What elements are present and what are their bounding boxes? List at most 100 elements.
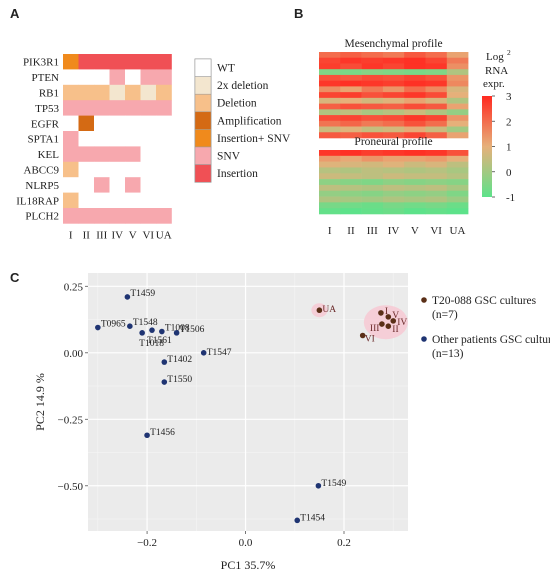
legend-swatch — [194, 58, 212, 77]
mutation-cell — [78, 54, 95, 70]
expression-cell — [340, 202, 362, 209]
expression-cell — [319, 196, 341, 203]
expression-cell — [382, 190, 405, 197]
mutation-cell — [125, 54, 141, 70]
data-point-label: T1547 — [207, 348, 232, 358]
expression-cell — [446, 69, 469, 76]
expression-cell — [425, 97, 448, 104]
expression-cell — [340, 190, 362, 197]
sample-label: UA — [156, 229, 172, 241]
sample-label: VI — [142, 229, 154, 241]
mutation-cell — [125, 131, 141, 147]
expression-cell — [319, 92, 341, 99]
expression-cell — [319, 150, 341, 157]
expression-cell — [425, 86, 448, 93]
colorbar-title: Log — [486, 51, 504, 63]
expression-cell — [319, 184, 341, 192]
sample-label: V — [411, 225, 419, 237]
data-point-label: II — [392, 325, 398, 335]
data-point — [127, 323, 133, 329]
expression-cell — [446, 115, 469, 122]
legend-label: SNV — [217, 151, 241, 163]
data-point-label: T1549 — [321, 479, 346, 489]
legend-swatch — [194, 129, 212, 148]
y-tick-label: 0.25 — [64, 281, 84, 293]
expression-cell — [382, 115, 405, 122]
legend-label: 2x deletion — [217, 80, 269, 92]
mutation-cell — [63, 100, 79, 116]
gene-label: PLCH2 — [25, 211, 59, 223]
expression-cell — [382, 69, 405, 76]
mutation-cell — [140, 192, 157, 209]
expression-cell — [425, 179, 448, 186]
mutation-cell — [140, 131, 157, 147]
sample-label: III — [367, 225, 378, 237]
mutation-cell — [109, 131, 126, 147]
expression-cell — [446, 184, 469, 192]
expression-cell — [446, 202, 469, 209]
expression-cell — [382, 120, 405, 127]
expression-cell — [425, 155, 448, 162]
expression-cell — [425, 167, 448, 174]
expression-cell — [404, 196, 426, 203]
panel-label-c: C — [10, 270, 20, 285]
data-point — [159, 328, 165, 335]
expression-cell — [404, 120, 426, 127]
colorbar-tick-label: 2 — [506, 116, 512, 128]
data-point — [200, 349, 207, 356]
mutation-cell — [94, 208, 110, 224]
mutation-cell — [156, 131, 172, 147]
mutation-cell — [140, 84, 157, 101]
expression-cell — [361, 52, 384, 59]
mutation-cell — [125, 161, 141, 178]
data-point-label: T1561 — [147, 336, 172, 346]
legend-label: Amplification — [217, 115, 282, 127]
expression-cell — [361, 92, 384, 99]
expression-cell — [319, 120, 341, 127]
expression-cell — [382, 74, 405, 81]
expression-cell — [340, 69, 362, 76]
mutation-cell — [109, 84, 126, 101]
sample-label: III — [96, 229, 107, 241]
expression-cell — [319, 173, 341, 180]
expression-cell — [404, 179, 426, 186]
expression-cell — [404, 80, 426, 87]
expression-cell — [446, 190, 469, 197]
expression-cell — [446, 155, 469, 162]
expression-cell — [404, 155, 426, 162]
colorbar-tick-label: -1 — [506, 192, 515, 204]
expression-cell — [340, 196, 362, 203]
mutation-cell — [125, 69, 141, 86]
mutation-cell — [125, 192, 141, 209]
expression-cell — [382, 173, 405, 180]
legend-label: (n=13) — [432, 348, 464, 360]
data-point — [95, 324, 101, 331]
expression-cell — [340, 167, 362, 174]
gene-label: PTEN — [32, 72, 60, 84]
expression-cell — [425, 184, 448, 192]
expression-cell — [361, 63, 384, 70]
expression-cell — [382, 167, 405, 174]
expression-cell — [446, 52, 469, 59]
colorbar-title: 2 — [507, 48, 511, 57]
mutation-cell — [109, 115, 126, 132]
data-point — [359, 332, 366, 339]
mutation-cell — [94, 115, 110, 132]
mutation-cell — [94, 161, 110, 178]
mutation-cell — [125, 84, 141, 101]
mutation-cell — [109, 54, 126, 70]
mutation-cell — [78, 100, 95, 116]
expression-cell — [319, 74, 341, 81]
expression-cell — [382, 92, 405, 99]
data-point-label: T1402 — [167, 355, 192, 365]
expression-cell — [361, 173, 384, 180]
expression-cell — [319, 115, 341, 122]
mutation-cell — [63, 146, 79, 163]
y-tick-label: 0.00 — [64, 348, 84, 360]
data-point-label: T1008 — [165, 324, 190, 334]
expression-cell — [425, 63, 448, 70]
mutation-cell — [109, 100, 126, 116]
expression-cell — [382, 103, 405, 110]
expression-cell — [404, 202, 426, 209]
